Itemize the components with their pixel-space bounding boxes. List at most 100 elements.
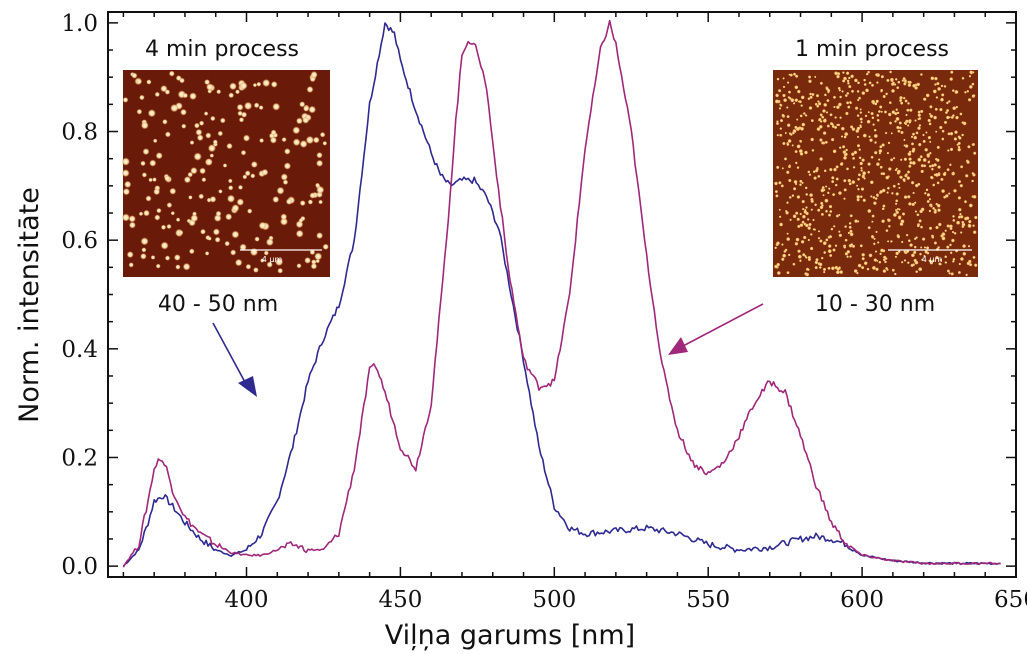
afm-particle	[786, 232, 789, 235]
afm-particle	[905, 119, 909, 124]
afm-particle	[933, 241, 938, 245]
afm-particle	[800, 126, 805, 131]
afm-particle	[796, 195, 801, 199]
left-arrow	[212, 322, 257, 397]
afm-particle	[969, 70, 974, 75]
afm-particle	[225, 213, 233, 221]
afm-particle	[929, 140, 932, 144]
afm-particle	[943, 84, 947, 88]
afm-particle	[838, 266, 841, 269]
afm-particle	[816, 104, 820, 108]
afm-particle	[785, 170, 790, 175]
afm-particle	[965, 273, 968, 277]
afm-particle	[182, 262, 191, 271]
afm-particle	[906, 176, 911, 181]
afm-particle	[143, 209, 150, 217]
afm-particle	[952, 214, 955, 218]
afm-particle	[140, 121, 149, 130]
afm-particle	[845, 111, 849, 116]
afm-particle	[858, 96, 862, 100]
afm-particle	[838, 89, 842, 92]
afm-particle	[250, 173, 256, 179]
afm-particle	[875, 99, 880, 104]
afm-particle	[950, 70, 954, 74]
afm-particle	[918, 267, 923, 272]
afm-particle	[190, 214, 199, 223]
afm-particle	[886, 151, 890, 155]
afm-particle	[863, 177, 866, 180]
afm-particle	[170, 103, 179, 113]
afm-particle	[911, 149, 916, 154]
afm-particle	[856, 198, 860, 202]
afm-particle	[906, 124, 910, 127]
afm-particle	[304, 257, 311, 264]
afm-particle	[971, 82, 975, 86]
afm-particle	[783, 98, 788, 103]
afm-particle	[902, 96, 906, 100]
x-tick-label: 500	[532, 587, 576, 613]
afm-particle	[936, 203, 941, 208]
afm-particle	[270, 81, 278, 88]
afm-particle	[310, 71, 318, 79]
afm-particle	[241, 111, 248, 118]
afm-particle	[918, 124, 922, 127]
afm-particle	[905, 173, 908, 177]
afm-particle	[907, 101, 910, 105]
afm-particle	[950, 115, 954, 120]
afm-particle	[885, 229, 889, 233]
afm-particle	[943, 120, 948, 125]
afm-particle	[872, 201, 877, 206]
afm-particle	[922, 133, 925, 137]
afm-particle	[820, 212, 825, 217]
afm-particle	[797, 100, 801, 103]
afm-particle	[878, 260, 882, 264]
afm-particle	[839, 162, 844, 167]
afm-particle	[941, 236, 946, 241]
afm-particle	[845, 101, 850, 105]
afm-particle	[820, 256, 824, 260]
afm-particle	[916, 213, 920, 217]
afm-particle	[967, 223, 972, 229]
afm-particle	[160, 224, 167, 230]
afm-particle	[934, 107, 938, 112]
afm-particle	[901, 212, 906, 216]
afm-particle	[121, 169, 130, 178]
afm-particle	[784, 131, 787, 135]
afm-particle	[886, 240, 890, 243]
afm-particle	[968, 74, 972, 78]
afm-particle	[953, 188, 957, 193]
afm-particle	[876, 241, 880, 244]
afm-particle	[879, 248, 884, 253]
afm-particle	[930, 204, 933, 208]
afm-particle	[886, 218, 890, 221]
afm-particle	[155, 263, 161, 269]
afm-particle	[843, 76, 847, 81]
afm-particle	[962, 251, 967, 256]
afm-particle	[887, 112, 892, 117]
afm-particle	[778, 208, 781, 211]
afm-particle	[804, 223, 809, 228]
afm-particle	[858, 156, 862, 160]
afm-particle	[928, 226, 933, 231]
afm-particle	[939, 97, 945, 102]
afm-particle	[823, 93, 827, 97]
afm-particle	[809, 246, 814, 251]
afm-particle	[774, 189, 779, 194]
afm-particle	[900, 130, 904, 135]
afm-particle	[966, 261, 971, 266]
afm-particle	[825, 111, 829, 114]
afm-particle	[920, 207, 925, 212]
afm-particle	[850, 243, 854, 246]
afm-particle	[808, 79, 812, 84]
afm-particle	[863, 261, 868, 266]
afm-particle	[885, 92, 889, 96]
afm-particle	[312, 136, 320, 144]
afm-particle	[807, 170, 811, 174]
afm-particle	[175, 217, 181, 222]
afm-particle	[883, 110, 888, 114]
afm-particle	[253, 267, 259, 273]
afm-particle	[924, 147, 929, 152]
afm-particle	[950, 238, 955, 243]
afm-particle	[906, 108, 910, 112]
afm-particle	[833, 167, 837, 172]
